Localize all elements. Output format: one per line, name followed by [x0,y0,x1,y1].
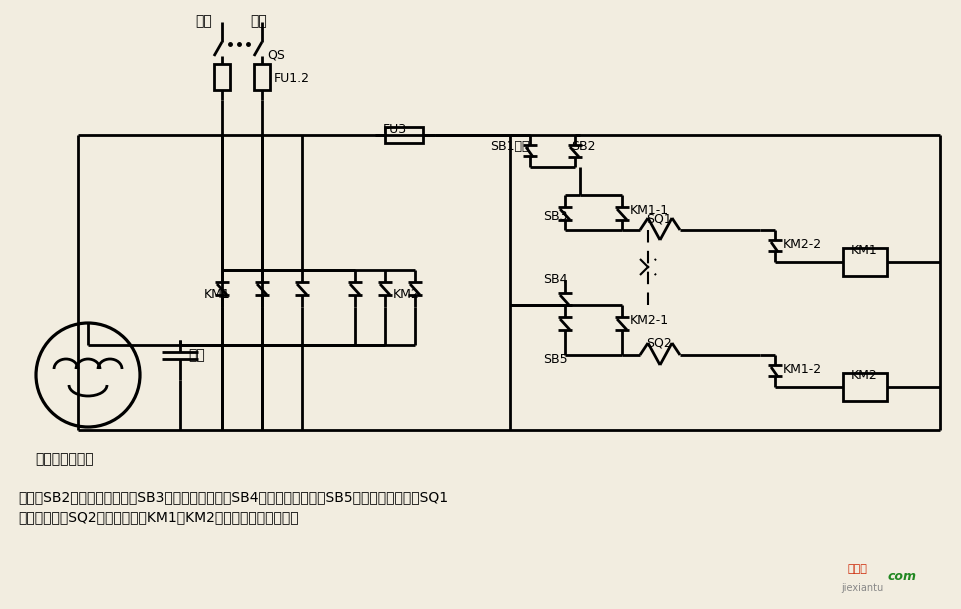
Text: KM2: KM2 [850,369,876,382]
Text: 为最高限位，SQ2为最低限位。KM1、KM2可用中间继电器代替。: 为最高限位，SQ2为最低限位。KM1、KM2可用中间继电器代替。 [18,510,298,524]
Text: 电容: 电容 [187,348,205,362]
Bar [842,373,886,401]
Text: QS: QS [267,48,284,61]
Text: com: com [887,570,916,583]
Text: SB1停止: SB1停止 [489,140,529,153]
Bar [254,64,270,90]
Text: KM1: KM1 [204,288,231,301]
Bar [384,127,423,143]
Text: 零线: 零线 [250,14,266,28]
Text: KM2: KM2 [393,288,419,301]
Text: KM1-2: KM1-2 [782,363,822,376]
Text: jiexiantu: jiexiantu [840,583,882,593]
Bar [842,248,886,276]
Text: KM1: KM1 [850,244,876,257]
Text: FU1.2: FU1.2 [274,72,309,85]
Text: SQ2: SQ2 [646,337,671,350]
Text: SQ1: SQ1 [646,212,671,225]
Text: 接线图: 接线图 [847,564,867,574]
Text: 火线: 火线 [195,14,211,28]
Text: SB4: SB4 [542,273,567,286]
Text: SB3: SB3 [542,210,567,223]
Text: 单相电容电动机: 单相电容电动机 [35,452,93,466]
Text: SB2: SB2 [571,140,595,153]
Text: KM2-2: KM2-2 [782,238,822,251]
Text: KM1-1: KM1-1 [629,204,669,217]
Text: KM2-1: KM2-1 [629,314,669,327]
Text: SB5: SB5 [542,353,567,366]
Text: FU3: FU3 [382,123,407,136]
Bar [213,64,230,90]
Text: 说明：SB2为上升启动按鈕，SB3为上升点动按鈕，SB4为下降启动按鈕，SB5为下降点动按鈕；SQ1: 说明：SB2为上升启动按鈕，SB3为上升点动按鈕，SB4为下降启动按鈕，SB5为… [18,490,448,504]
